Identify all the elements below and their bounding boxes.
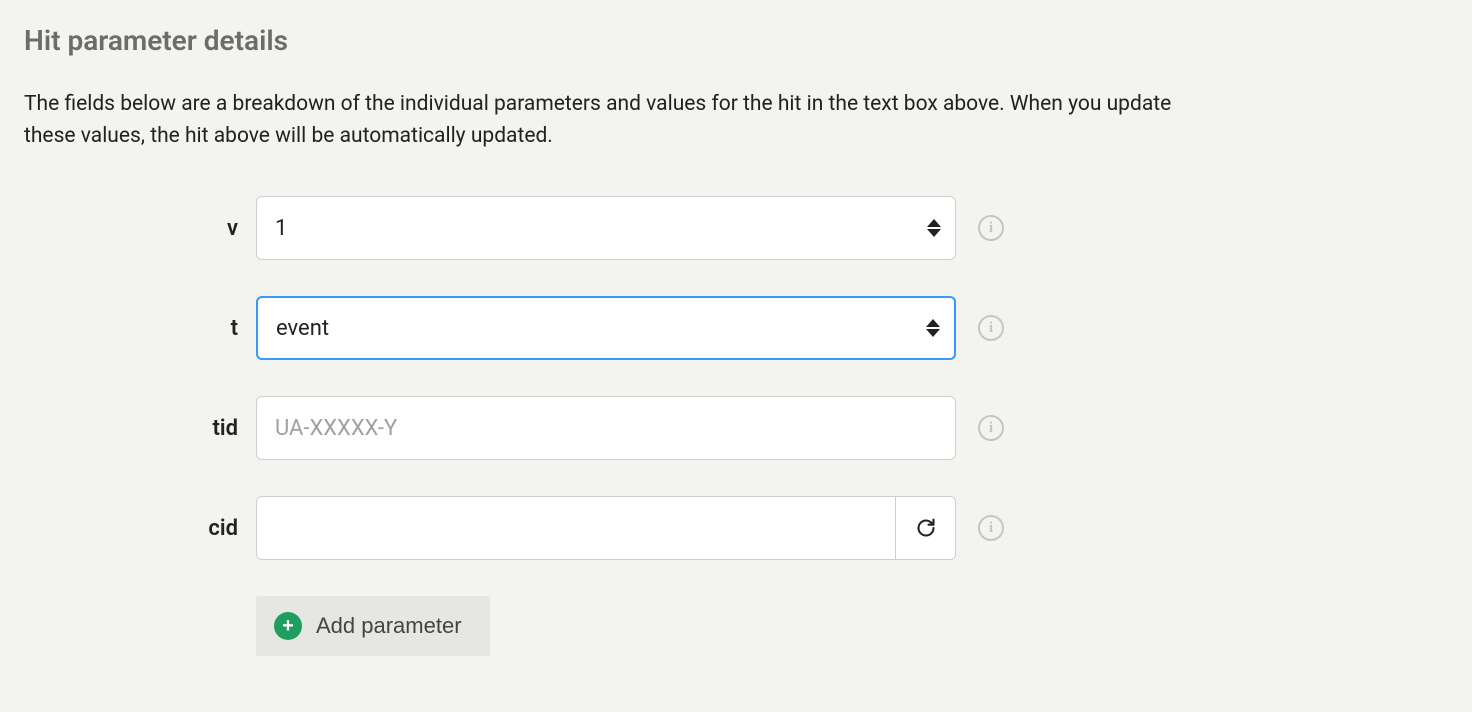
params-container: v 1 i t event i tid UA-XXXXX-Y i c [24,196,1448,656]
refresh-button[interactable] [895,497,955,559]
param-row-tid: tid UA-XXXXX-Y i [24,396,1448,460]
param-label-t: t [24,316,256,341]
param-row-cid: cid i [24,496,1448,560]
chevron-down-icon[interactable] [926,329,940,337]
info-icon[interactable]: i [978,515,1004,541]
param-field-cid[interactable] [256,496,956,560]
info-icon[interactable]: i [978,215,1004,241]
param-row-v: v 1 i [24,196,1448,260]
param-placeholder-tid[interactable]: UA-XXXXX-Y [257,397,955,459]
add-param-row: + Add parameter [24,596,1448,656]
param-field-t[interactable]: event [256,296,956,360]
param-value-t[interactable]: event [258,298,924,358]
param-field-tid[interactable]: UA-XXXXX-Y [256,396,956,460]
param-value-v[interactable]: 1 [257,197,925,259]
plus-icon: + [274,612,302,640]
param-label-cid: cid [24,516,256,541]
select-arrows-v[interactable] [925,219,955,237]
chevron-down-icon[interactable] [927,229,941,237]
chevron-up-icon[interactable] [926,319,940,327]
param-field-v[interactable]: 1 [256,196,956,260]
select-arrows-t[interactable] [924,319,954,337]
add-parameter-label: Add parameter [316,613,462,639]
add-parameter-button[interactable]: + Add parameter [256,596,490,656]
info-icon[interactable]: i [978,415,1004,441]
param-label-v: v [24,216,256,241]
param-label-tid: tid [24,416,256,441]
chevron-up-icon[interactable] [927,219,941,227]
page-title: Hit parameter details [24,24,1448,57]
info-icon[interactable]: i [978,315,1004,341]
refresh-icon [916,518,936,538]
param-row-t: t event i [24,296,1448,360]
page-description: The fields below are a breakdown of the … [24,89,1174,152]
param-value-cid[interactable] [257,497,895,559]
